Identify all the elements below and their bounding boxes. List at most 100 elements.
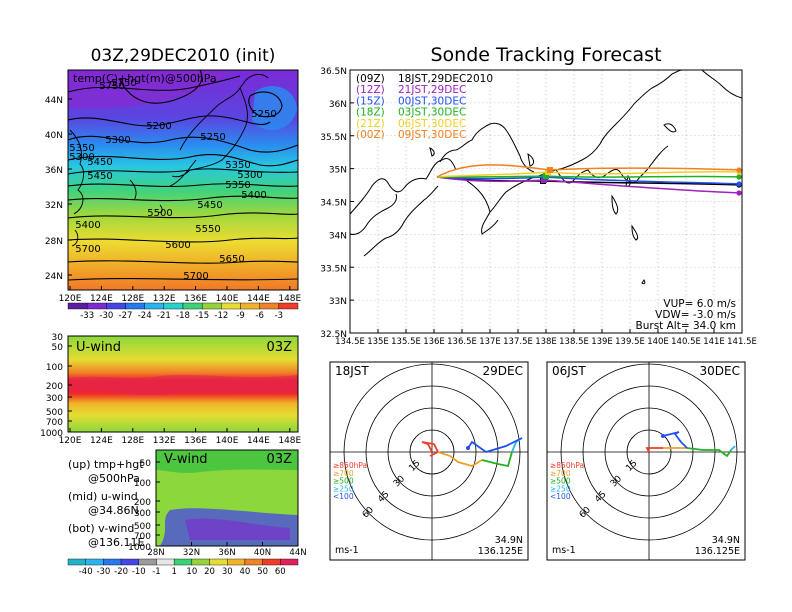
height-contour-line <box>248 91 283 118</box>
param-burst: Burst Alt= 34.0 km <box>636 320 736 332</box>
track-legend-run: (21Z) <box>356 118 385 130</box>
colorbar-tick-label: -40 <box>79 567 93 577</box>
hodograph-legend-item: ≥500 <box>333 477 354 486</box>
height-label: 5700 <box>75 244 100 255</box>
track-legend-time: 09JST,30DEC <box>398 129 466 141</box>
map500-lat-tick-label: 32N <box>45 201 63 211</box>
map500-lon-tick-label: 120E <box>59 294 82 304</box>
hodograph-frame <box>546 361 746 561</box>
hodograph-trace <box>662 431 688 449</box>
colorbar-tick-label: -10 <box>132 567 146 577</box>
sonde-track-end <box>736 181 742 187</box>
track-legend: (09Z) 18JST,29DEC2010 (12Z) 21JST,29DEC (15Z… <box>356 73 493 141</box>
note-bot-line2: @136.11E <box>88 536 144 549</box>
uwind-y-tick-label: 100 <box>46 363 63 373</box>
height-label: 5350 <box>225 160 250 171</box>
hodograph-trace <box>686 447 732 458</box>
sonde-track-end <box>736 174 742 180</box>
colorbar-swatch <box>173 558 193 566</box>
track-lat-tick-label: 33.5N <box>320 264 347 274</box>
hodograph-top-point <box>661 434 665 438</box>
sonde-track-line <box>436 176 743 194</box>
hodograph-legend-item: <100 <box>550 492 571 501</box>
colorbar-tick-label: 30 <box>222 567 233 577</box>
uwind-lon-ticks: 120E 124E 128E 132E 136E 140E 144E 148E <box>59 428 302 446</box>
colorbar-swatch <box>280 558 299 566</box>
height-contour-line <box>67 260 299 264</box>
track-lon-tick-label: 139.5E <box>615 337 645 347</box>
colorbar-swatch <box>144 302 165 310</box>
hodograph-legend-item: ≥850hPa <box>333 461 367 470</box>
colorbar-swatch <box>182 302 203 310</box>
track-lon-tick-label: 137.5E <box>503 337 533 347</box>
track-lat-tick-label: 33N <box>329 297 347 307</box>
hodograph-trace <box>645 447 663 453</box>
vwind-y-tick-label: 100 <box>134 479 151 489</box>
track-legend-time: 21JST,29DEC <box>398 84 466 96</box>
hodograph-unit: ms-1 <box>335 545 359 556</box>
vwind-label: V-wind <box>164 452 208 467</box>
uwind-jet-core <box>68 374 298 396</box>
colorbar-swatch <box>67 558 86 566</box>
vwind-y-tick-label: 1000 <box>128 543 151 553</box>
vwind-neg-area <box>156 450 298 473</box>
colorbar-swatch <box>221 302 241 310</box>
map500-lat-tick-label: 36N <box>45 166 63 176</box>
track-lat-tick-label: 32.5N <box>320 330 347 340</box>
height-contour-line <box>67 278 299 281</box>
colorbar-swatch <box>240 302 260 310</box>
colorbar-swatch <box>209 558 228 566</box>
colorbar-tick-label: -21 <box>157 311 171 321</box>
height-contour-line <box>67 195 299 202</box>
colorbar-tick-label: 50 <box>257 567 268 577</box>
hodograph-trace <box>467 437 523 453</box>
map500-lat-tick-label: 44N <box>45 96 63 106</box>
colorbar-swatch <box>86 302 107 310</box>
vwind-time: 03Z <box>267 452 293 467</box>
vwind-x-tick-label: 44N <box>289 548 306 558</box>
map500-lon-tick-label: 124E <box>90 294 113 304</box>
height-label: 5250 <box>251 109 276 120</box>
colorbar-tick-label: 1 <box>171 567 176 577</box>
param-vdw: VDW= -3.0 m/s <box>655 309 736 321</box>
colorbar-tick-label: -1 <box>152 567 160 577</box>
left-title: 03Z,29DEC2010 (init) <box>91 46 276 66</box>
note-mid-line2: @34.86N <box>88 504 139 517</box>
colorbar-swatch <box>227 558 246 566</box>
height-label: 5350 <box>69 143 94 154</box>
note-bot-line1: (bot) v-wind <box>68 522 134 535</box>
map500-warm-blob <box>252 86 297 131</box>
hodograph-unit: ms-1 <box>552 545 576 556</box>
track-legend-run: (15Z) <box>356 95 385 107</box>
sonde-track-end <box>736 167 742 173</box>
track-grid <box>350 70 742 333</box>
height-contour-line <box>67 212 299 219</box>
track-lat-tick-label: 34N <box>329 231 347 241</box>
colorbar-swatch <box>120 558 139 566</box>
track-lon-tick-label: 138E <box>535 337 557 347</box>
colorbar-tick-label: 60 <box>275 567 286 577</box>
map500-lat-ticks: 44N 40N 36N 32N 28N 24N <box>45 96 72 282</box>
track-legend-time: 03JST,30DEC <box>398 107 466 119</box>
note-mid-line1: (mid) u-wind <box>68 490 138 503</box>
height-label: 5300 <box>69 152 94 163</box>
track-legend-time: 06JST,30DEC <box>398 118 466 130</box>
height-label: 5300 <box>237 170 262 181</box>
height-contour-line <box>67 154 299 167</box>
uwind-x-tick-label: 140E <box>216 436 239 446</box>
track-lon-tick-label: 135E <box>367 337 389 347</box>
track-lon-tick-label: 140E <box>647 337 669 347</box>
hodograph-trace <box>481 451 513 468</box>
uwind-label: U-wind <box>76 340 121 355</box>
height-label: 5550 <box>195 224 220 235</box>
colorbar-swatch <box>278 302 299 310</box>
height-label: 5500 <box>147 208 172 219</box>
hodograph-legend-item: ≥250 <box>550 484 571 493</box>
track-legend-run: (00Z) <box>356 129 385 141</box>
hodograph-trace <box>730 445 736 451</box>
height-label: 5650 <box>219 254 244 265</box>
map500-lat-tick-label: 24N <box>45 272 63 282</box>
